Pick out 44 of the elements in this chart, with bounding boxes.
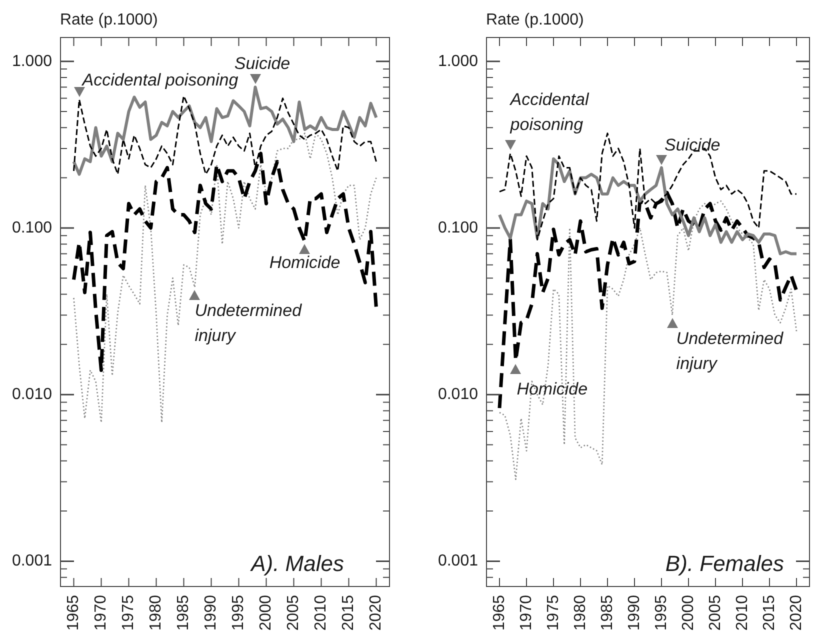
x-tick-label: 1985 [175,594,192,631]
x-tick-label: 1990 [202,594,220,631]
x-tick-label: 2015 [760,594,778,631]
x-tick-label: 2015 [340,594,358,631]
x-tick-label: 1985 [598,594,616,631]
y-tick-label: 0.100 [438,219,478,236]
x-tick-label: 1965 [490,594,508,631]
text: B). Females [665,551,784,576]
y-tick-label: 1.000 [12,52,52,70]
x-tick-label: 2020 [788,594,805,631]
annotation: Accidental poisoning [81,70,239,90]
x-tick-label: 2020 [368,594,385,631]
x-tick-label: 1990 [626,594,643,631]
annotation: Homicide [516,379,588,398]
annotation: Suicide [234,54,290,73]
x-tick-label: 2005 [285,594,302,631]
x-tick-label: 1980 [148,594,165,631]
y-tick-label: 0.010 [12,386,52,403]
y-tick-label: 0.100 [12,219,52,236]
x-tick-label: 1970 [92,594,110,631]
annotation: Suicide [664,135,720,154]
x-tick-label: 2000 [680,594,697,631]
annotation: Undetermined injury [676,328,784,373]
x-tick-label: 1975 [120,594,138,631]
x-tick-label: 2010 [312,594,330,631]
y-tick-label: 1.000 [438,52,478,70]
annotation: Homicide [269,253,340,272]
annotation: Undetermined injury [194,301,302,346]
y-tick-label: 0.001 [438,552,478,570]
text: A). Males [249,551,344,576]
x-tick-label: 1995 [230,594,248,631]
annotation: Accidental poisoning [509,90,590,134]
y-tick-label: 0.001 [12,552,52,570]
y-tick-label: 0.010 [438,386,478,403]
y-axis-title: Rate (p.1000) [486,11,584,28]
x-tick-label: 2000 [258,594,275,631]
x-tick-label: 2010 [734,594,751,631]
y-axis-title: Rate (p.1000) [60,11,158,28]
x-tick-label: 2005 [706,594,724,631]
x-tick-label: 1965 [65,594,82,631]
x-tick-label: 1980 [572,594,589,631]
x-tick-label: 1975 [544,594,562,631]
x-tick-label: 1970 [518,594,535,631]
x-tick-label: 1995 [652,594,670,631]
